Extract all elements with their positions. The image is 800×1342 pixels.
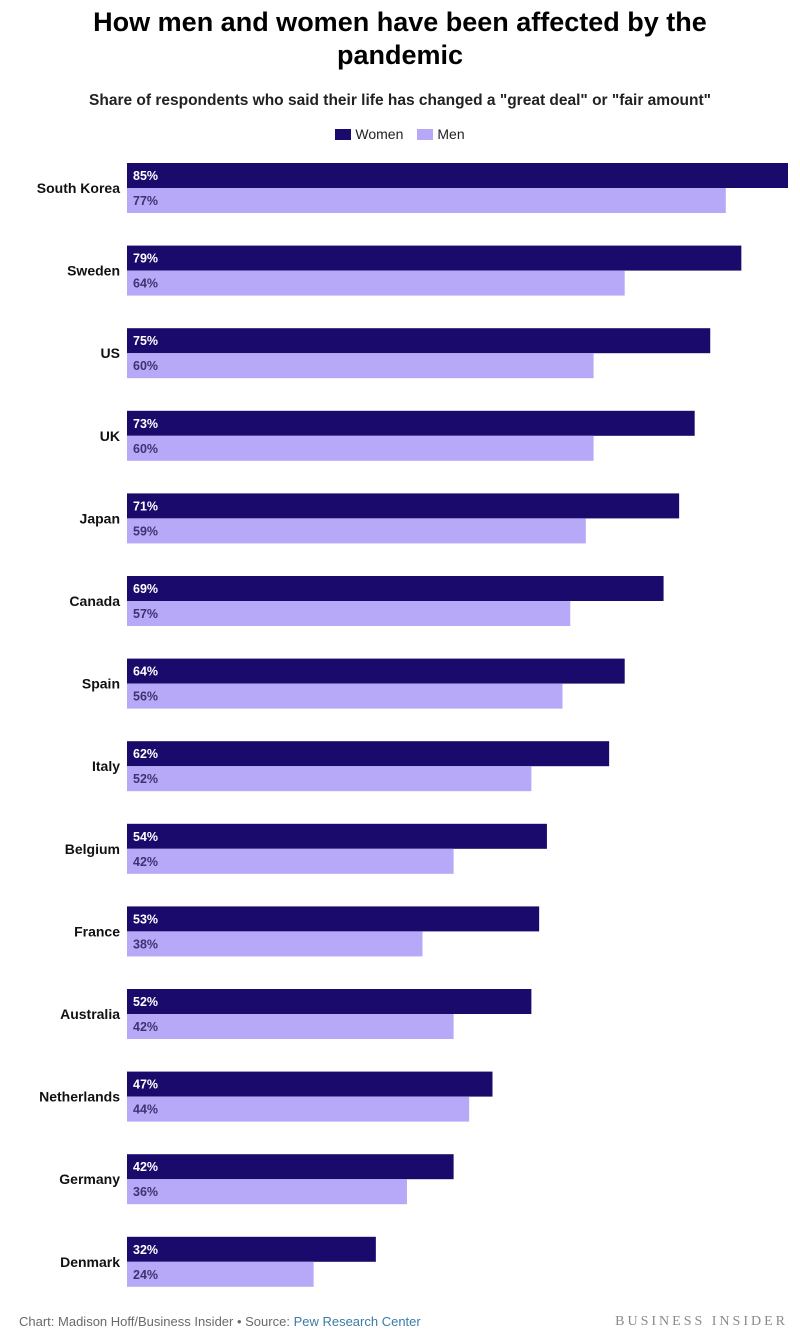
data-label-men: 64% bbox=[133, 277, 158, 291]
data-label-men: 42% bbox=[133, 855, 158, 869]
bar-men bbox=[127, 1014, 454, 1039]
data-label-women: 71% bbox=[133, 499, 158, 513]
source-link[interactable]: Pew Research Center bbox=[293, 1314, 421, 1329]
bar-women bbox=[127, 410, 695, 436]
bar-men bbox=[127, 1179, 407, 1205]
bar-women bbox=[127, 658, 625, 684]
legend-item-women: Women bbox=[335, 126, 403, 142]
bar-women bbox=[127, 328, 711, 354]
bar-group-south-korea: South Korea 85% 77% bbox=[37, 163, 788, 213]
category-label: Germany bbox=[59, 1171, 120, 1187]
bar-men bbox=[127, 518, 586, 544]
bar-women bbox=[127, 906, 540, 932]
bar-group-spain: Spain 64% 56% bbox=[82, 658, 625, 709]
category-label: France bbox=[74, 923, 120, 939]
bar-group-germany: Germany 42% 36% bbox=[59, 1154, 454, 1205]
brand-logo: BUSINESS INSIDER bbox=[615, 1314, 788, 1329]
category-label: US bbox=[101, 345, 120, 361]
bar-group-sweden: Sweden 79% 64% bbox=[67, 245, 742, 296]
bar-men bbox=[127, 766, 532, 792]
credit-text: Chart: Madison Hoff/Business Insider • S… bbox=[19, 1314, 294, 1329]
data-label-men: 60% bbox=[133, 359, 158, 373]
legend: Women Men bbox=[0, 126, 800, 142]
data-label-men: 36% bbox=[133, 1185, 158, 1199]
bar-men bbox=[127, 1261, 314, 1287]
legend-swatch-men bbox=[417, 128, 434, 140]
category-label: South Korea bbox=[37, 180, 120, 196]
bar-group-canada: Canada 69% 57% bbox=[69, 576, 664, 626]
category-label: Sweden bbox=[67, 263, 120, 279]
bar-group-us: US 75% 60% bbox=[101, 328, 711, 379]
bar-group-italy: Italy 62% 52% bbox=[92, 741, 610, 792]
bar-women bbox=[127, 576, 664, 601]
bar-group-france: France 53% 38% bbox=[74, 906, 540, 957]
data-label-men: 38% bbox=[133, 937, 158, 951]
data-label-men: 57% bbox=[133, 607, 158, 621]
data-label-women: 53% bbox=[133, 912, 158, 926]
bar-men bbox=[127, 270, 625, 296]
data-label-men: 42% bbox=[133, 1020, 158, 1034]
chart-credit: Chart: Madison Hoff/Business Insider • S… bbox=[19, 1314, 421, 1329]
bar-men bbox=[127, 683, 563, 709]
data-label-women: 62% bbox=[133, 747, 158, 761]
data-label-women: 79% bbox=[133, 252, 158, 266]
data-label-men: 52% bbox=[133, 772, 158, 786]
legend-label-men: Men bbox=[437, 126, 465, 142]
bar-women bbox=[127, 741, 610, 767]
data-label-men: 59% bbox=[133, 524, 158, 538]
data-label-men: 60% bbox=[133, 442, 158, 456]
bar-group-australia: Australia 52% 42% bbox=[60, 989, 532, 1039]
category-label: Denmark bbox=[60, 1254, 120, 1270]
bar-men bbox=[127, 353, 594, 379]
category-label: Australia bbox=[60, 1006, 120, 1022]
bar-women bbox=[127, 493, 680, 519]
bar-women bbox=[127, 989, 532, 1014]
data-label-men: 56% bbox=[133, 690, 158, 704]
data-label-women: 54% bbox=[133, 830, 158, 844]
legend-label-women: Women bbox=[355, 126, 404, 142]
data-label-women: 42% bbox=[133, 1160, 158, 1174]
bar-group-uk: UK 73% 60% bbox=[100, 410, 695, 461]
data-label-men: 77% bbox=[133, 194, 158, 208]
bar-women bbox=[127, 823, 547, 849]
bar-group-japan: Japan 71% 59% bbox=[80, 493, 680, 544]
bar-chart: South Korea 85% 77% Sweden 79% 64% US 75% 60% UK 7… bbox=[37, 163, 788, 1287]
data-label-women: 32% bbox=[133, 1243, 158, 1257]
bar-women bbox=[127, 1154, 454, 1180]
bar-men bbox=[127, 188, 726, 213]
category-label: Spain bbox=[82, 676, 120, 692]
data-label-women: 69% bbox=[133, 582, 158, 596]
chart-title: How men and women have been affected by … bbox=[93, 7, 707, 70]
bar-men bbox=[127, 1096, 470, 1122]
category-label: Belgium bbox=[65, 841, 120, 857]
bar-women bbox=[127, 163, 788, 188]
bar-men bbox=[127, 601, 571, 626]
data-label-women: 47% bbox=[133, 1078, 158, 1092]
bar-group-belgium: Belgium 54% 42% bbox=[65, 823, 547, 874]
data-label-women: 64% bbox=[133, 665, 158, 679]
data-label-women: 52% bbox=[133, 995, 158, 1009]
data-label-women: 73% bbox=[133, 417, 158, 431]
legend-item-men: Men bbox=[417, 126, 465, 142]
category-label: Japan bbox=[80, 510, 120, 526]
bar-men bbox=[127, 931, 423, 957]
data-label-women: 75% bbox=[133, 334, 158, 348]
bar-men bbox=[127, 435, 594, 461]
category-label: Canada bbox=[69, 593, 120, 609]
bar-women bbox=[127, 1071, 493, 1097]
bar-women bbox=[127, 1236, 376, 1262]
data-label-men: 24% bbox=[133, 1268, 158, 1282]
data-label-women: 85% bbox=[133, 169, 158, 183]
bar-group-denmark: Denmark 32% 24% bbox=[60, 1236, 376, 1287]
category-label: UK bbox=[100, 428, 120, 444]
category-label: Netherlands bbox=[39, 1089, 120, 1105]
data-label-men: 44% bbox=[133, 1103, 158, 1117]
legend-swatch-women bbox=[335, 128, 352, 140]
bar-group-netherlands: Netherlands 47% 44% bbox=[39, 1071, 493, 1122]
bar-men bbox=[127, 848, 454, 874]
bar-women bbox=[127, 245, 742, 271]
category-label: Italy bbox=[92, 758, 120, 774]
chart-subtitle: Share of respondents who said their life… bbox=[89, 92, 711, 109]
